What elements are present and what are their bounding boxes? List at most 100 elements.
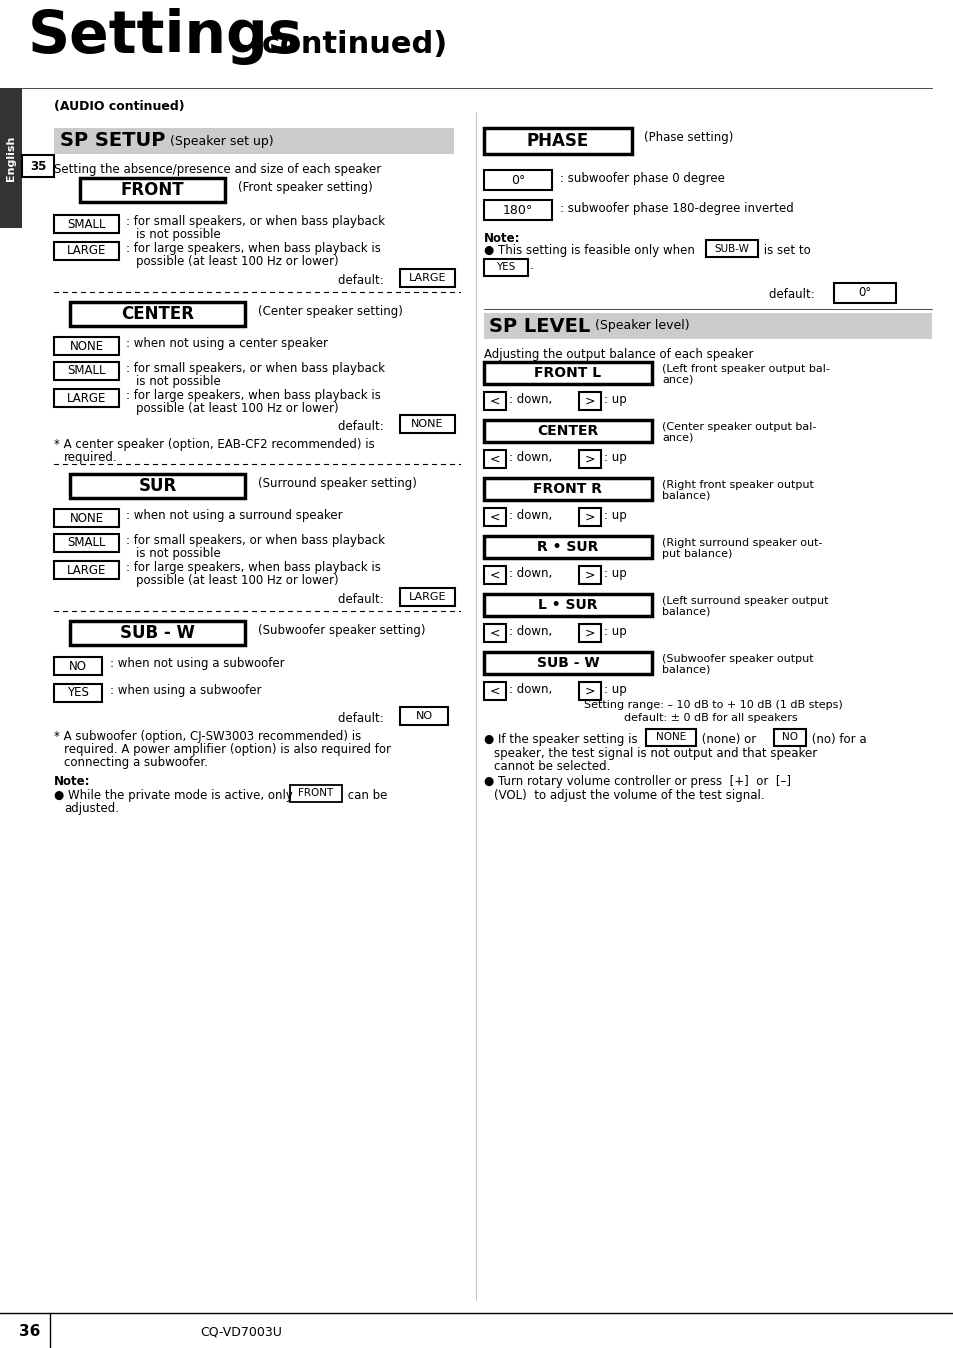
Text: NONE: NONE [655,732,685,743]
Bar [54,363,119,380]
Text: : when not using a subwoofer: : when not using a subwoofer [110,656,284,670]
Bar [70,474,245,497]
Text: is set to: is set to [760,244,810,257]
Text: NO: NO [781,732,797,743]
Text: FRONT: FRONT [298,789,334,798]
Text: FRONT L: FRONT L [534,367,601,380]
Text: : for large speakers, when bass playback is: : for large speakers, when bass playback… [126,243,380,255]
Bar [483,537,651,558]
Text: : for small speakers, or when bass playback: : for small speakers, or when bass playb… [126,214,385,228]
Text: : for small speakers, or when bass playback: : for small speakers, or when bass playb… [126,534,385,547]
Text: : subwoofer phase 180-degree inverted: : subwoofer phase 180-degree inverted [559,202,793,214]
Text: (Surround speaker setting): (Surround speaker setting) [257,477,416,491]
Bar [483,450,505,468]
Text: CENTER: CENTER [537,425,598,438]
Text: Adjusting the output balance of each speaker: Adjusting the output balance of each spe… [483,348,753,361]
Bar [399,270,455,287]
Text: (Center speaker output bal-: (Center speaker output bal- [661,422,816,431]
Bar [80,178,225,202]
Bar [483,479,651,500]
Bar [0,88,22,228]
Text: >: > [584,627,595,639]
Text: put balance): put balance) [661,549,732,559]
Text: (Phase setting): (Phase setting) [643,131,733,144]
Text: : down,: : down, [509,683,552,696]
Text: ● While the private mode is active, only: ● While the private mode is active, only [54,789,296,802]
Bar [483,363,651,384]
Bar [483,128,631,154]
Text: .: . [530,259,533,272]
Bar [483,313,931,338]
Text: : for large speakers, when bass playback is: : for large speakers, when bass playback… [126,390,380,402]
Text: cannot be selected.: cannot be selected. [494,760,610,772]
Bar [54,534,119,551]
Text: SMALL: SMALL [67,217,106,231]
Text: 36: 36 [19,1325,41,1340]
Text: * A subwoofer (option, CJ-SW3003 recommended) is: * A subwoofer (option, CJ-SW3003 recomme… [54,731,361,743]
Bar [645,729,696,745]
Bar [578,624,600,642]
Text: SP LEVEL: SP LEVEL [489,317,590,336]
Text: SMALL: SMALL [67,537,106,550]
Bar [54,656,102,675]
Text: LARGE: LARGE [67,563,106,577]
Text: default:: default: [768,288,818,301]
Bar [290,785,341,802]
Bar [54,510,119,527]
Text: (Speaker set up): (Speaker set up) [166,135,274,147]
Bar [70,302,245,326]
Text: (none) or: (none) or [698,733,760,745]
Bar [54,390,119,407]
Bar [399,415,455,433]
Bar [483,421,651,442]
Text: can be: can be [344,789,387,802]
Text: >: > [584,395,595,407]
Text: : up: : up [603,568,626,580]
Text: : when not using a center speaker: : when not using a center speaker [126,337,328,350]
Text: : subwoofer phase 0 degree: : subwoofer phase 0 degree [559,173,724,185]
Text: (VOL)  to adjust the volume of the test signal.: (VOL) to adjust the volume of the test s… [494,789,763,802]
Text: <: < [489,395,499,407]
Text: (continued): (continued) [248,30,447,59]
Text: L • SUR: L • SUR [537,599,598,612]
Bar [578,450,600,468]
Text: <: < [489,685,499,697]
Bar [483,259,527,276]
Bar [483,652,651,674]
Text: ● This setting is feasible only when: ● This setting is feasible only when [483,244,698,257]
Text: : down,: : down, [509,625,552,638]
Bar [483,508,505,526]
Bar [833,283,895,303]
Bar [54,683,102,702]
Text: CQ-VD7003U: CQ-VD7003U [200,1325,281,1339]
Text: FRONT R: FRONT R [533,483,602,496]
Bar [54,128,454,154]
Text: : when not using a surround speaker: : when not using a surround speaker [126,510,342,522]
Text: 180°: 180° [502,204,533,217]
Text: * A center speaker (option, EAB-CF2 recommended) is: * A center speaker (option, EAB-CF2 reco… [54,438,375,452]
Text: default:: default: [337,421,387,433]
Text: LARGE: LARGE [408,274,446,283]
Text: : down,: : down, [509,568,552,580]
Bar [483,566,505,584]
Text: LARGE: LARGE [67,391,106,404]
Text: : down,: : down, [509,510,552,522]
Bar [578,682,600,700]
Text: FRONT: FRONT [121,181,184,200]
Bar [54,561,119,580]
Text: >: > [584,569,595,581]
Text: (AUDIO continued): (AUDIO continued) [54,100,185,113]
Text: >: > [584,511,595,523]
Text: Note:: Note: [54,775,91,789]
Text: is not possible: is not possible [136,228,220,241]
Bar [578,508,600,526]
Text: ance): ance) [661,375,693,386]
Text: <: < [489,569,499,581]
Bar [705,240,758,257]
Bar [483,170,552,190]
Text: required.: required. [64,452,117,464]
Bar [399,588,455,607]
Text: YES: YES [67,686,89,700]
Bar [54,337,119,355]
Bar [578,566,600,584]
